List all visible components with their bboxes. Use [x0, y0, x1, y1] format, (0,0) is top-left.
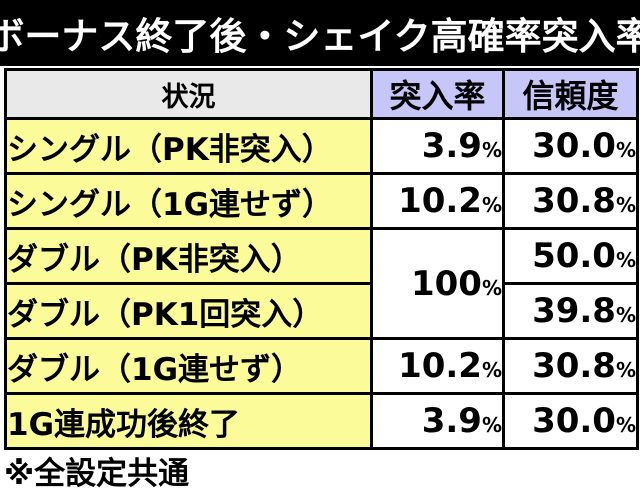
probability-table: 状況 突入率 信頼度 シングル（PK非突入） 3.9% 30.0% シングル（1… — [4, 68, 639, 450]
row-label: シングル（1G連せず） — [4, 172, 373, 230]
entry-rate-value: 3.9% — [370, 117, 505, 175]
table-row: 1G連成功後終了 3.9% 30.0% — [4, 392, 639, 450]
header-situation: 状況 — [4, 68, 373, 120]
entry-rate-value: 10.2% — [370, 172, 505, 230]
reliability-value: 30.8% — [502, 337, 639, 395]
table-row: ダブル（1G連せず） 10.2% 30.8% — [4, 337, 639, 395]
header-entry-rate: 突入率 — [370, 68, 505, 120]
reliability-value: 50.0% — [502, 227, 639, 285]
table-row: ダブル（PK非突入） 100% 50.0% — [4, 227, 639, 340]
row-label: ダブル（PK非突入） — [4, 227, 373, 285]
reliability-value: 30.0% — [502, 392, 639, 450]
row-label: 1G連成功後終了 — [4, 392, 373, 450]
row-label: ダブル（PK1回突入） — [4, 282, 373, 340]
header-row: 状況 突入率 信頼度 — [4, 68, 639, 120]
table-row: シングル（1G連せず） 10.2% 30.8% — [4, 172, 639, 230]
reliability-value: 39.8% — [502, 282, 639, 340]
header-reliability: 信頼度 — [502, 68, 639, 120]
entry-rate-value: 3.9% — [370, 392, 505, 450]
row-label: ダブル（1G連せず） — [4, 337, 373, 395]
entry-rate-value: 10.2% — [370, 337, 505, 395]
reliability-value: 30.0% — [502, 117, 639, 175]
table-row: ダブル（PK1回突入） 39.8% — [4, 282, 639, 340]
table-row: シングル（PK非突入） 3.9% 30.0% — [4, 117, 639, 175]
page-title: ボーナス終了後・シェイク高確率突入率 — [0, 0, 640, 66]
row-label: シングル（PK非突入） — [4, 117, 373, 175]
footnote: ※全設定共通 — [4, 456, 190, 492]
reliability-value: 30.8% — [502, 172, 639, 230]
entry-rate-value-merged: 100% — [370, 227, 505, 340]
